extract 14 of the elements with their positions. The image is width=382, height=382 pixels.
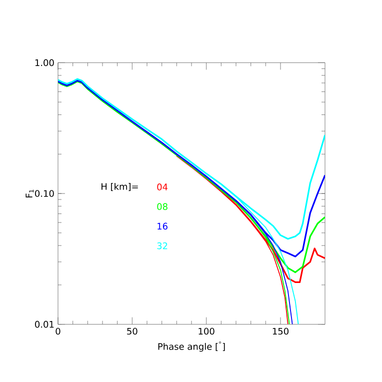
text: 08 (157, 203, 168, 210)
text: 04 (157, 184, 168, 190)
legend-title: H [km]= (102, 182, 138, 191)
x-tick-label: 50 (127, 328, 138, 335)
text: 16 (158, 222, 168, 230)
x-tick-label: 100 (198, 328, 214, 335)
x-tick-label: 150 (272, 328, 288, 335)
y-tick-label: 0.01 (35, 320, 54, 328)
text: 32 (157, 242, 168, 250)
x-axis-title: Phase angle [$^{°}$] (158, 342, 225, 352)
y-tick-label: 0.10 (35, 190, 54, 197)
y-tick-label: 1.00 (35, 59, 54, 66)
y-axis-title: F$_{1}$ (26, 190, 34, 198)
x-tick-label: 0 (56, 328, 60, 335)
